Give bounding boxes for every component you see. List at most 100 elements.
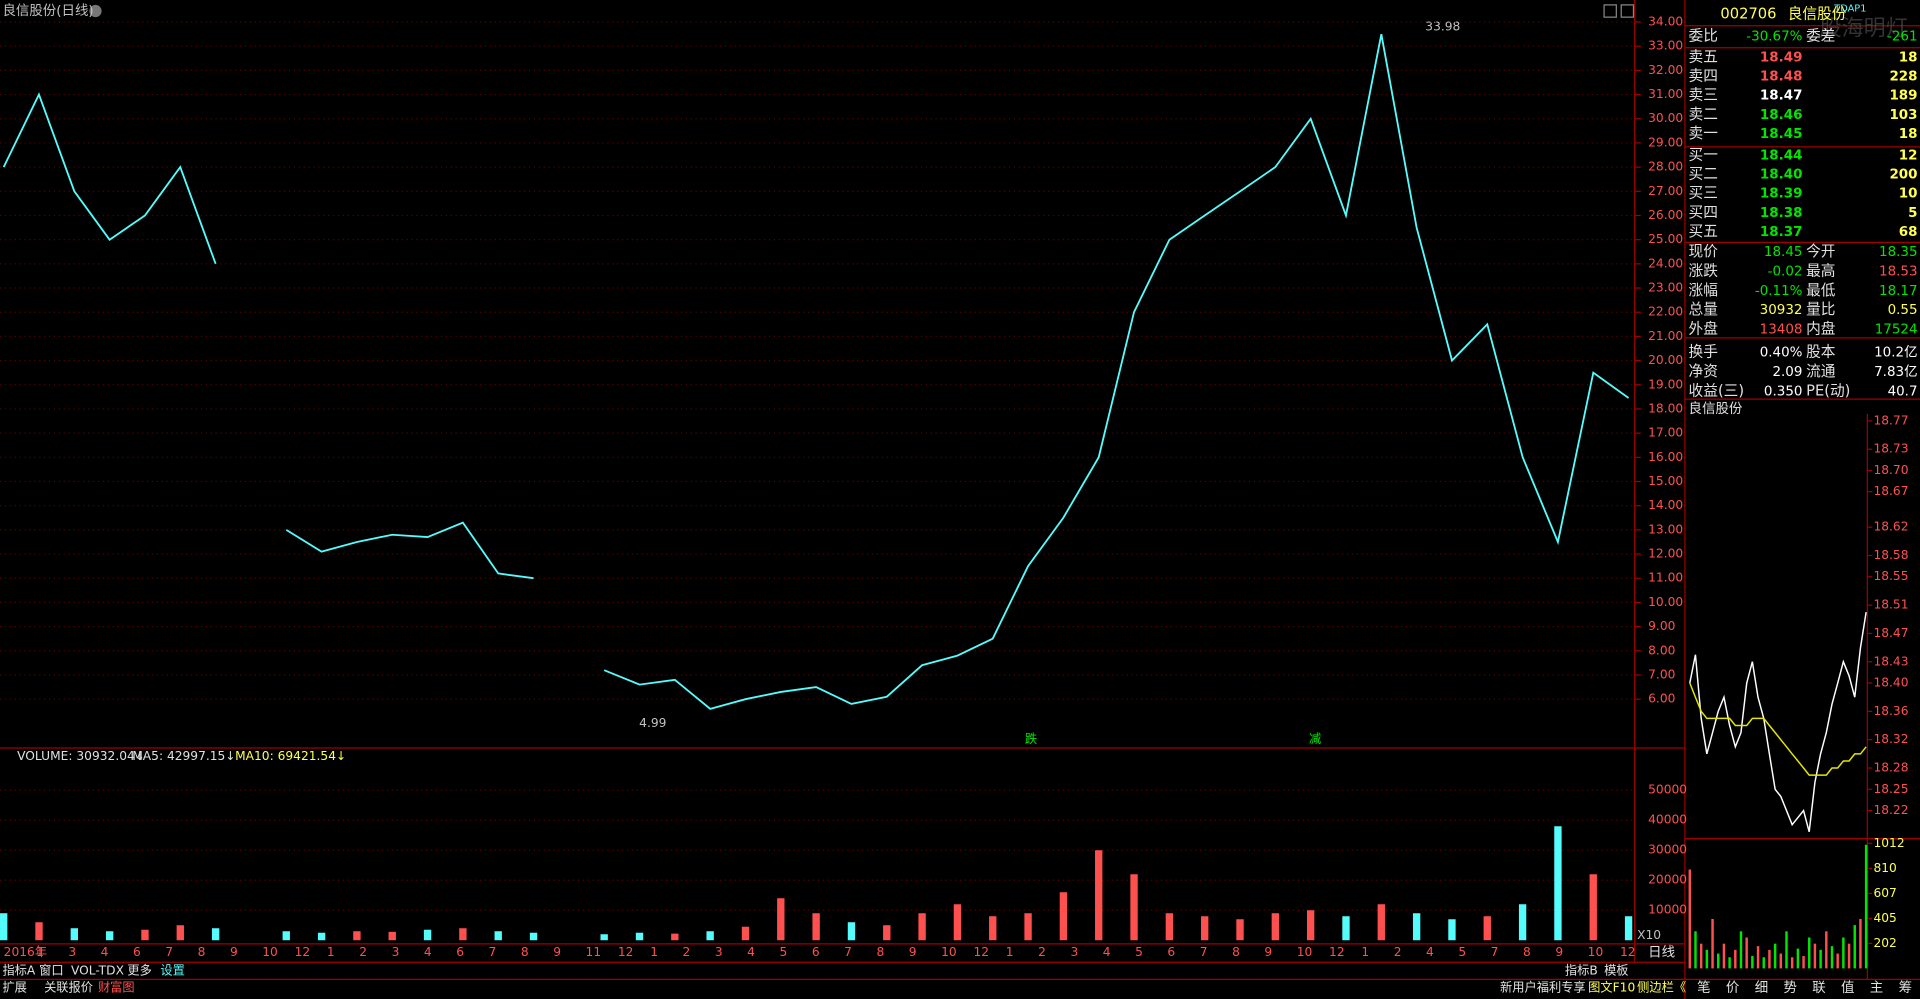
y-tick-label: 40000 — [1648, 813, 1687, 827]
volume-bar — [141, 929, 149, 941]
tool-button[interactable]: 势 — [1783, 980, 1796, 996]
link[interactable]: 侧边栏《 — [1637, 979, 1686, 994]
order-price: 18.38 — [1760, 206, 1803, 221]
volume-bar — [0, 913, 8, 941]
stat-value: 0.55 — [1888, 303, 1918, 318]
watermark: 股海明灯 — [1820, 16, 1908, 41]
tab[interactable]: 设置 — [160, 963, 184, 977]
x-tick-label: 4 — [101, 945, 109, 959]
x-tick-label: 10 — [262, 945, 278, 959]
y-tick-label: 6.00 — [1648, 692, 1675, 706]
tab[interactable]: 扩展 — [2, 980, 26, 994]
link[interactable]: 新用户福利专享 — [1500, 979, 1586, 994]
tool-button[interactable]: 值 — [1841, 980, 1854, 996]
x-tick-label: 9 — [553, 945, 561, 959]
x-tick-label: 1 — [1006, 945, 1014, 959]
tab[interactable]: 指标A — [2, 962, 35, 977]
y-tick-label: 10.00 — [1648, 595, 1683, 609]
period-label: 日线 — [1648, 944, 1675, 960]
stat-value: -0.02 — [1768, 265, 1803, 280]
dropdown-icon[interactable] — [89, 4, 102, 18]
volume-header: VOLUME: 30932.04↓ — [17, 749, 145, 763]
order-label: 卖一 — [1689, 125, 1719, 142]
volume-bar — [1306, 910, 1315, 941]
volume-bar — [1589, 874, 1597, 941]
tab[interactable]: 财富图 — [98, 979, 135, 994]
order-price: 18.46 — [1760, 108, 1803, 123]
quote-value: -261 — [1887, 30, 1918, 45]
y-tick-label: 18.32 — [1873, 732, 1908, 746]
tab[interactable]: 关联报价 — [44, 979, 93, 994]
window-button[interactable] — [1620, 4, 1635, 18]
stat-label: 最高 — [1806, 263, 1835, 280]
stat-value: 0.350 — [1764, 384, 1803, 399]
stat-value: 17524 — [1875, 323, 1918, 338]
volume-bar — [883, 925, 891, 941]
stock-name: 良信股份 — [1788, 6, 1847, 23]
y-tick-label: 23.00 — [1648, 281, 1683, 295]
x-tick-label: 8 — [1523, 945, 1531, 959]
y-tick-label: 20.00 — [1648, 353, 1683, 367]
x-tick-label: 6 — [456, 945, 464, 959]
tab[interactable]: 模板 — [1604, 963, 1628, 977]
tab[interactable]: 窗口 — [39, 963, 63, 977]
y-tick-label: 29.00 — [1648, 135, 1683, 149]
stat-value: 40.7 — [1888, 384, 1918, 399]
order-volume: 103 — [1889, 108, 1917, 123]
x-tick-label: 12 — [973, 945, 989, 959]
stat-label: 总量 — [1689, 301, 1719, 318]
x-tick-label: 7 — [489, 945, 497, 959]
x-tick-label: 1 — [327, 945, 335, 959]
volume-bar — [282, 931, 290, 941]
tool-button[interactable]: 筹 — [1899, 979, 1912, 996]
link[interactable]: 图文F10 — [1588, 979, 1635, 994]
x-tick-label: 9 — [230, 945, 238, 959]
x-tick-label: 4 — [1426, 945, 1434, 959]
tab[interactable]: VOL-TDX — [71, 963, 124, 977]
volume-bar — [459, 928, 467, 941]
order-label: 卖二 — [1689, 106, 1718, 123]
y-tick-label: 18.70 — [1873, 463, 1908, 477]
x-tick-label: 7 — [165, 945, 173, 959]
y-tick-label: 12.00 — [1648, 547, 1683, 561]
tool-button[interactable]: 细 — [1755, 980, 1768, 996]
stat-label: 涨跌 — [1689, 263, 1719, 280]
y-tick-label: 28.00 — [1648, 160, 1683, 174]
intraday-title: 良信股份 — [1689, 401, 1743, 417]
y-tick-label: 50000 — [1648, 783, 1687, 797]
order-label: 卖五 — [1689, 49, 1718, 66]
volume-bar — [1483, 916, 1491, 941]
stock-code: 002706 — [1720, 6, 1776, 23]
x-tick-label: 1 — [36, 945, 44, 959]
volume-bar — [1412, 913, 1421, 941]
x-tick-label: 5 — [1458, 945, 1466, 959]
tab[interactable]: 更多 — [127, 963, 151, 977]
x-tick-label: 5 — [1135, 945, 1143, 959]
tool-button[interactable]: 笔 — [1697, 980, 1710, 996]
y-tick-label: 20000 — [1648, 873, 1687, 887]
stat-label: 外盘 — [1689, 320, 1719, 338]
y-tick-label: 18.51 — [1873, 598, 1908, 612]
tool-button[interactable]: 主 — [1870, 980, 1883, 996]
window-button[interactable] — [1603, 4, 1617, 18]
y-tick-label: 18.25 — [1873, 782, 1908, 796]
order-price: 18.48 — [1760, 70, 1803, 85]
y-tick-label: 17.00 — [1648, 426, 1683, 440]
volume-bar — [494, 931, 502, 941]
y-tick-label: 18.62 — [1873, 520, 1908, 534]
x-tick-label: 4 — [1103, 945, 1111, 959]
tool-button[interactable]: 价 — [1726, 981, 1740, 996]
tab[interactable]: 指标B — [1565, 962, 1598, 977]
stat-label: 最低 — [1806, 282, 1836, 299]
intraday-line — [1689, 682, 1867, 776]
stat-value: -0.11% — [1755, 284, 1803, 299]
x-tick-label: 10 — [941, 945, 957, 959]
stat-label: 换手 — [1689, 344, 1718, 361]
x-tick-label: 1 — [1361, 945, 1369, 959]
x-tick-label: 7 — [1200, 945, 1208, 959]
volume-bar — [671, 933, 679, 941]
y-tick-label: 18.28 — [1873, 761, 1908, 775]
x-tick-label: 2 — [1394, 945, 1402, 959]
x-tick-label: 11 — [586, 945, 602, 959]
tool-button[interactable]: 联 — [1812, 980, 1825, 996]
